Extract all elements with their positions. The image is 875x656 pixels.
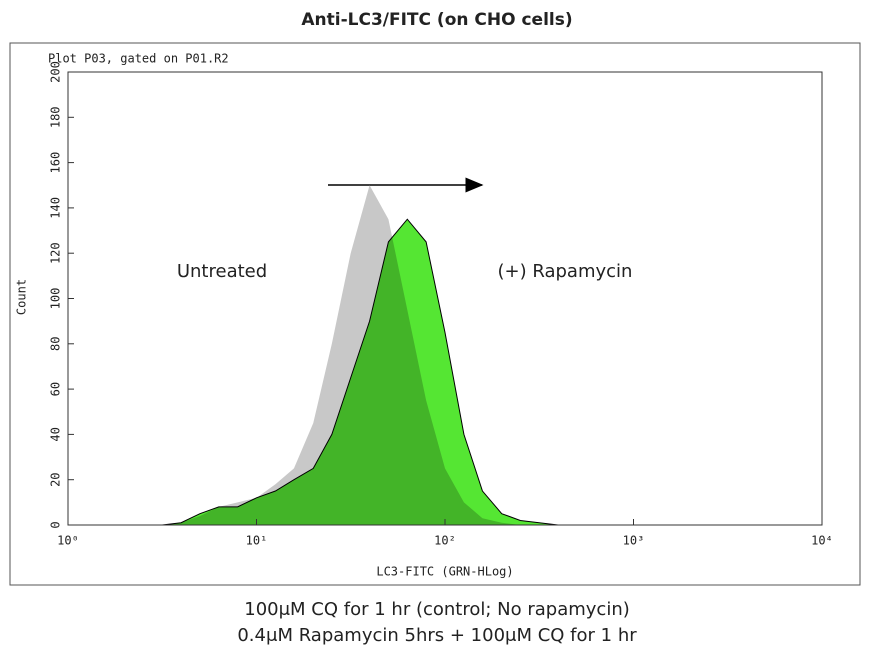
y-tick-label: 200 bbox=[49, 61, 63, 83]
chart-title: Anti-LC3/FITC (on CHO cells) bbox=[301, 10, 572, 30]
caption: 0.4μM Rapamycin 5hrs + 100μM CQ for 1 hr bbox=[237, 625, 637, 646]
y-axis-title: Count bbox=[15, 279, 29, 315]
series-label: Untreated bbox=[177, 261, 267, 282]
y-tick-label: 60 bbox=[49, 382, 63, 396]
y-tick-label: 180 bbox=[49, 106, 63, 128]
y-tick-label: 40 bbox=[49, 427, 63, 441]
x-tick-label: 10³ bbox=[623, 534, 645, 548]
y-tick-label: 20 bbox=[49, 472, 63, 486]
plot-label: Plot P03, gated on P01.R2 bbox=[48, 52, 229, 66]
plot-area bbox=[68, 185, 822, 526]
y-tick-label: 80 bbox=[49, 337, 63, 351]
x-tick-label: 10¹ bbox=[246, 534, 268, 548]
x-tick-label: 10² bbox=[434, 534, 456, 548]
x-tick-label: 10⁴ bbox=[811, 534, 833, 548]
y-tick-label: 120 bbox=[49, 242, 63, 264]
y-tick-label: 0 bbox=[49, 521, 63, 528]
series-label: (+) Rapamycin bbox=[498, 261, 633, 282]
y-tick-label: 140 bbox=[49, 197, 63, 219]
y-tick-label: 160 bbox=[49, 152, 63, 174]
caption: 100μM CQ for 1 hr (control; No rapamycin… bbox=[244, 599, 630, 620]
x-axis-title: LC3-FITC (GRN-HLog) bbox=[376, 565, 513, 579]
y-tick-label: 100 bbox=[49, 288, 63, 310]
frame bbox=[9, 42, 861, 586]
x-tick-label: 10⁰ bbox=[57, 534, 79, 548]
